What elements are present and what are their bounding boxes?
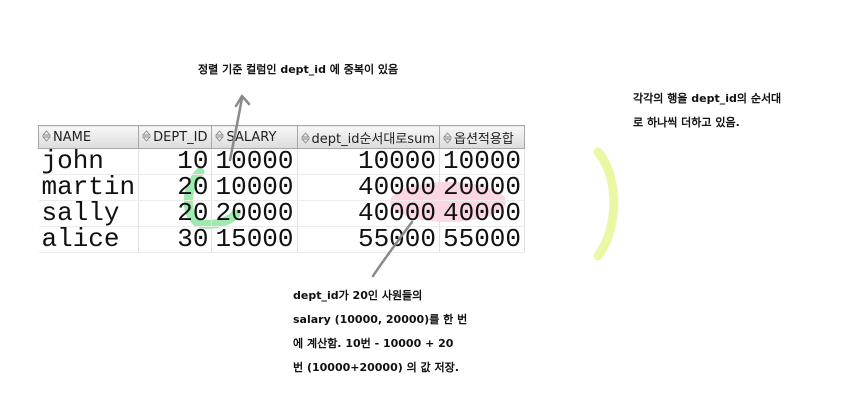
cell-ordered-sum[interactable]: 10000 <box>297 148 440 175</box>
cell-salary[interactable]: 10000 <box>211 148 298 175</box>
column-header-label: 옵션적용합 <box>453 131 514 147</box>
cell-salary[interactable]: 15000 <box>211 226 298 253</box>
arrowhead-icon <box>234 94 251 108</box>
column-header-label: SALARY <box>226 129 277 145</box>
table-row[interactable]: alice 30 15000 55000 55000 <box>38 226 526 253</box>
annotation-right-line: 각각의 행을 dept_id의 순서대 <box>633 92 782 105</box>
annotation-bottom: dept_id가 20인 사원들의 salary (10000, 20000)를… <box>293 284 467 380</box>
cell-ordered-sum[interactable]: 55000 <box>297 226 440 253</box>
annotation-bottom-line: salary (10000, 20000)를 한 번 <box>293 313 468 326</box>
cell-option-sum[interactable]: 20000 <box>439 174 526 201</box>
sort-icon <box>442 131 452 144</box>
sort-icon <box>300 131 310 144</box>
yellow-marker-bracket <box>593 147 619 261</box>
cell-salary[interactable]: 20000 <box>211 200 298 227</box>
annotation-bottom-line: dept_id가 20인 사원들의 <box>293 289 423 302</box>
annotation-top: 정렬 기준 컬럼인 dept_id 에 중복이 있음 <box>198 58 398 82</box>
cell-option-sum[interactable]: 10000 <box>439 148 526 175</box>
cell-salary[interactable]: 10000 <box>211 174 298 201</box>
annotation-right-line: 로 하나씩 더하고 있음. <box>633 116 740 129</box>
cell-dept-id[interactable]: 30 <box>138 226 213 253</box>
cell-name[interactable]: sally <box>38 200 140 227</box>
column-header-ordered-sum[interactable]: dept_id순서대로sum <box>296 125 440 149</box>
table-row[interactable]: martin 20 10000 40000 20000 <box>38 174 526 201</box>
table-row[interactable]: john 10 10000 10000 10000 <box>38 148 526 175</box>
sort-icon <box>42 129 51 142</box>
cell-dept-id[interactable]: 20 <box>138 174 213 201</box>
column-header-label: DEPT_ID <box>153 129 208 145</box>
result-grid: NAME DEPT_ID SALARY dept_id순서대로sum 옵션적용합… <box>37 125 526 253</box>
annotation-bottom-line: 번 (10000+20000) 의 값 저장. <box>293 361 459 374</box>
column-header-option-sum[interactable]: 옵션적용합 <box>438 125 526 149</box>
sort-icon <box>142 129 152 142</box>
cell-dept-id[interactable]: 20 <box>138 200 213 227</box>
annotation-right: 각각의 행을 dept_id의 순서대 로 하나씩 더하고 있음. <box>633 87 781 135</box>
table-row[interactable]: sally 20 20000 40000 40000 <box>38 200 526 227</box>
cell-ordered-sum[interactable]: 40000 <box>297 200 440 227</box>
cell-option-sum[interactable]: 55000 <box>439 226 526 253</box>
cell-option-sum[interactable]: 40000 <box>439 200 526 227</box>
column-header-name[interactable]: NAME <box>37 125 140 149</box>
annotation-bottom-line: 에 계산함. 10번 - 10000 + 20 <box>293 337 454 350</box>
sort-icon <box>215 129 225 142</box>
cell-dept-id[interactable]: 10 <box>138 148 213 175</box>
annotation-top-text: 정렬 기준 컬럼인 dept_id 에 중복이 있음 <box>198 63 399 76</box>
cell-name[interactable]: martin <box>38 174 140 201</box>
column-header-label: dept_id순서대로sum <box>311 131 435 147</box>
cell-ordered-sum[interactable]: 40000 <box>297 174 440 201</box>
column-header-label: NAME <box>53 129 92 145</box>
cell-name[interactable]: alice <box>38 226 140 253</box>
column-header-dept-id[interactable]: DEPT_ID <box>138 125 213 149</box>
grid-header-row: NAME DEPT_ID SALARY dept_id순서대로sum 옵션적용합 <box>37 125 526 149</box>
cell-name[interactable]: john <box>38 148 140 175</box>
